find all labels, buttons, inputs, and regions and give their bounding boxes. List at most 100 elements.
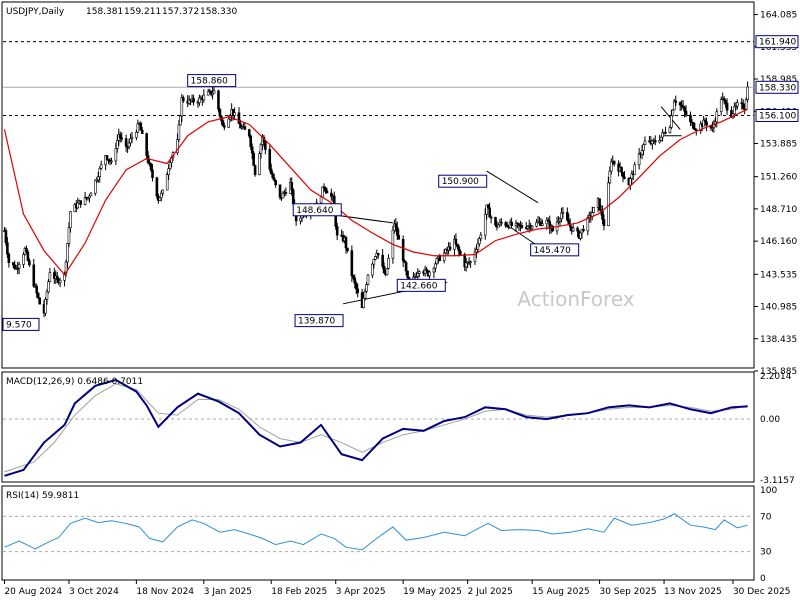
candle-body (158, 197, 162, 201)
candle-body (371, 263, 374, 276)
candle-body (218, 109, 222, 117)
candle-body (180, 97, 184, 117)
candle-body (365, 284, 368, 292)
candle-body (4, 230, 8, 243)
price-annotation: 145.470 (534, 246, 571, 256)
candle-body (120, 137, 124, 140)
candle-body (629, 178, 632, 186)
candle-body (602, 219, 606, 226)
candle-body (237, 112, 241, 124)
candle-body (177, 124, 181, 140)
candle-body (211, 92, 214, 95)
candle-body (206, 91, 210, 96)
candle-body (623, 176, 626, 179)
x-tick-label: 30 Dec 2025 (733, 587, 791, 597)
chart-title: USDJPY,Daily (6, 7, 65, 17)
candle-body (291, 189, 295, 205)
candle-body (457, 246, 461, 252)
candle-body (376, 252, 380, 256)
candle-body (227, 118, 231, 128)
price-annotation-box (294, 314, 344, 328)
candle-body (249, 135, 253, 148)
candle-body (684, 110, 688, 116)
candle-body (592, 207, 595, 214)
candle-body (363, 291, 367, 299)
candle-body (488, 207, 491, 218)
candle-body (105, 155, 109, 160)
price-annotation: 139.870 (298, 317, 335, 327)
candle-body (659, 136, 663, 141)
candle-body (116, 139, 119, 149)
candle-body (504, 222, 508, 226)
price-tag: 158.330 (759, 83, 796, 93)
y-tick-label: 153.885 (760, 139, 797, 149)
candle-body (381, 254, 384, 267)
candle-body (442, 252, 446, 261)
candle-body (620, 166, 623, 173)
candle-body (612, 160, 616, 165)
candle-body (416, 273, 420, 277)
candle-body (387, 257, 390, 269)
candle-body (58, 280, 62, 284)
price-annotation-box (2, 317, 40, 331)
candle-body (223, 125, 226, 128)
candle-body (79, 200, 82, 205)
candle-body (483, 213, 487, 236)
candle-body (705, 121, 708, 126)
main-panel (1, 1, 755, 369)
candle-body (346, 247, 349, 251)
rsi-line (4, 513, 748, 551)
candle-body (476, 243, 480, 250)
candle-body (494, 217, 497, 226)
x-tick-label: 2 Jul 2025 (468, 587, 513, 597)
candle-body (151, 169, 154, 179)
candle-body (678, 102, 682, 106)
watermark: ActionForex (517, 287, 634, 311)
price-tag: 156.100 (759, 111, 796, 121)
candle-body (32, 264, 36, 287)
candle-body (489, 216, 493, 219)
x-tick-label: 3 Oct 2024 (69, 587, 119, 597)
candle-body (110, 160, 113, 163)
candle-body (479, 234, 483, 239)
candle-body (17, 264, 21, 269)
candle-body (243, 126, 247, 130)
candle-body (7, 253, 11, 263)
x-tick-label: 3 Apr 2025 (336, 587, 386, 597)
price-annotation-box (396, 278, 446, 292)
candle-body (89, 192, 93, 197)
candle-body (478, 238, 481, 245)
x-tick-label: 20 Aug 2024 (4, 587, 62, 597)
candle-body (94, 179, 97, 194)
x-tick-label: 15 Aug 2025 (532, 587, 590, 597)
candle-body (668, 127, 672, 133)
candle-body (269, 168, 273, 175)
candle-body (621, 172, 625, 178)
price-annotation-box (530, 243, 580, 257)
candle-body (715, 111, 719, 123)
x-tick-label: 18 Feb 2025 (271, 587, 327, 597)
candle-body (733, 106, 736, 115)
candle-body (83, 196, 87, 205)
candle-body (567, 219, 571, 225)
candle-body (582, 228, 585, 232)
candle-body (566, 212, 569, 221)
candle-body (382, 265, 386, 274)
candle-body (47, 281, 50, 293)
candle-body (601, 210, 604, 220)
candle-body (136, 123, 140, 133)
candle-body (475, 249, 478, 253)
candle-body (25, 248, 28, 253)
macd-label: MACD(12,26,9) 0.6486 0.7011 (6, 377, 143, 387)
candle-body (67, 227, 71, 244)
candle-body (633, 164, 637, 175)
candle-body (689, 114, 692, 123)
price-annotation: 158.860 (191, 77, 228, 87)
candle-body (643, 140, 647, 145)
y-tick-label: 135.885 (760, 367, 797, 377)
price-tag-box (755, 35, 799, 49)
candle-body (165, 174, 169, 191)
macd-panel (1, 371, 755, 483)
price-annotation-box (438, 174, 488, 188)
